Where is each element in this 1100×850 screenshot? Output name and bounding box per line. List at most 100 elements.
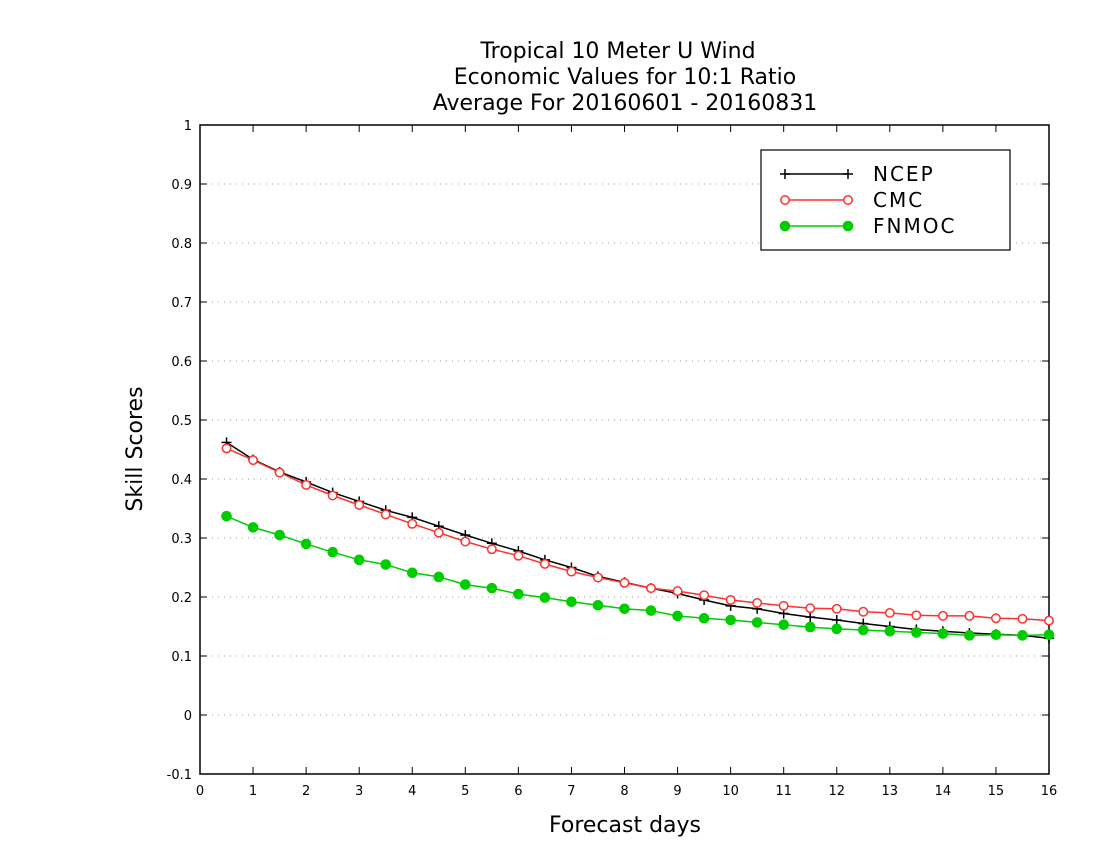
legend-item-cmc: CMC [780, 188, 922, 212]
series-fnmoc [221, 510, 1055, 641]
data-point-cmc [593, 572, 603, 583]
y-tick-label: 0.2 [171, 591, 192, 606]
y-tick-label: 0.7 [171, 296, 192, 311]
data-point-cmc [964, 610, 975, 621]
data-point-cmc [301, 479, 312, 490]
data-point-fnmoc [911, 627, 922, 638]
legend-marker-cmc [843, 195, 853, 205]
data-point-fnmoc [1043, 629, 1055, 641]
x-tick-label: 0 [196, 784, 204, 799]
data-point-cmc [513, 550, 524, 561]
y-axis-label: Skill Scores [123, 386, 148, 511]
data-point-cmc [911, 610, 922, 621]
data-point-cmc [539, 559, 550, 569]
y-tick-label: 0.5 [171, 414, 192, 429]
data-point-cmc [937, 610, 948, 621]
data-point-cmc [566, 566, 577, 577]
data-point-cmc [699, 590, 710, 601]
x-tick-label: 2 [302, 784, 310, 799]
legend-marker-fnmoc [842, 220, 854, 232]
data-point-cmc [380, 509, 391, 520]
data-point-fnmoc [566, 596, 577, 608]
data-point-fnmoc [698, 612, 710, 624]
data-point-cmc [619, 577, 630, 588]
data-point-fnmoc [1017, 630, 1028, 641]
series-cmc [221, 443, 1054, 626]
data-point-fnmoc [513, 588, 524, 600]
legend-item-fnmoc: FNMOC [779, 214, 956, 238]
data-point-fnmoc [778, 619, 789, 631]
x-tick-label: 12 [828, 784, 845, 799]
legend-marker-fnmoc [779, 220, 791, 232]
series-ncep [221, 437, 1054, 644]
data-point-cmc [884, 607, 895, 618]
legend-label-fnmoc: FNMOC [873, 214, 956, 238]
y-tick-label: 0.9 [171, 178, 192, 193]
data-point-cmc [646, 583, 656, 594]
series-group [221, 437, 1055, 644]
data-point-fnmoc [884, 625, 896, 637]
x-tick-label: 13 [882, 784, 899, 799]
x-tick-label: 11 [775, 784, 792, 799]
data-point-fnmoc [672, 610, 683, 622]
x-tick-label: 3 [355, 784, 363, 799]
x-tick-label: 10 [722, 784, 739, 799]
data-point-fnmoc [274, 529, 285, 541]
y-tick-label: 0 [184, 709, 192, 724]
y-tick-label: 0.6 [171, 355, 192, 370]
data-point-cmc [221, 443, 232, 454]
data-point-cmc [858, 606, 869, 617]
data-point-cmc [1044, 615, 1054, 626]
data-point-cmc [990, 613, 1001, 624]
data-point-cmc [1017, 613, 1028, 624]
data-point-fnmoc [619, 603, 630, 615]
data-point-cmc [354, 500, 365, 510]
series-line-ncep [226, 441, 1050, 640]
y-tick-label: 0.1 [171, 650, 192, 665]
chart-title-line-3: Average For 20160601 - 20160831 [433, 91, 818, 116]
data-point-fnmoc [857, 624, 869, 636]
data-point-fnmoc [964, 630, 975, 641]
y-tick-label: 0.8 [171, 237, 192, 252]
x-tick-label: 14 [935, 784, 952, 799]
x-tick-label: 6 [514, 784, 522, 799]
data-point-ncep [831, 615, 842, 626]
data-point-cmc [778, 600, 789, 611]
data-point-fnmoc [486, 582, 498, 594]
data-point-cmc [407, 518, 418, 529]
axis-ticks: -0.100.10.20.30.40.50.60.70.80.910 1 2 3 4 5 6… [167, 119, 1058, 799]
data-point-cmc [433, 527, 444, 538]
x-tick-label: 16 [1041, 784, 1058, 799]
data-point-fnmoc [539, 592, 551, 603]
y-tick-label: -0.1 [167, 768, 192, 783]
y-tick-label: 0.3 [171, 532, 192, 547]
data-point-fnmoc [937, 628, 949, 639]
x-axis-label: Forecast days [549, 813, 701, 838]
data-point-fnmoc [751, 617, 763, 628]
x-tick-label: 15 [988, 784, 1005, 799]
legend-label-ncep: NCEP [873, 162, 935, 186]
gridlines [200, 183, 1049, 716]
data-point-cmc [752, 597, 763, 608]
data-point-cmc [831, 603, 842, 614]
x-tick-label: 5 [461, 784, 469, 799]
data-point-fnmoc [804, 621, 816, 633]
data-point-cmc [725, 595, 736, 605]
data-point-fnmoc [725, 614, 736, 626]
data-point-fnmoc [831, 623, 843, 635]
legend-marker-ncep [843, 169, 853, 179]
series-line-fnmoc [226, 515, 1050, 637]
data-point-fnmoc [300, 538, 312, 550]
y-tick-label: 0.4 [171, 473, 192, 488]
data-point-cmc [274, 467, 285, 478]
legend-marker-ncep [780, 169, 790, 179]
chart-title: Tropical 10 Meter U Wind Economic Values… [433, 39, 818, 116]
data-point-fnmoc [645, 605, 657, 616]
legend-marker-cmc [780, 195, 790, 205]
data-point-ncep [805, 612, 816, 623]
data-point-fnmoc [592, 599, 604, 611]
chart-title-line-2: Economic Values for 10:1 Ratio [454, 65, 796, 90]
data-point-cmc [672, 586, 683, 597]
